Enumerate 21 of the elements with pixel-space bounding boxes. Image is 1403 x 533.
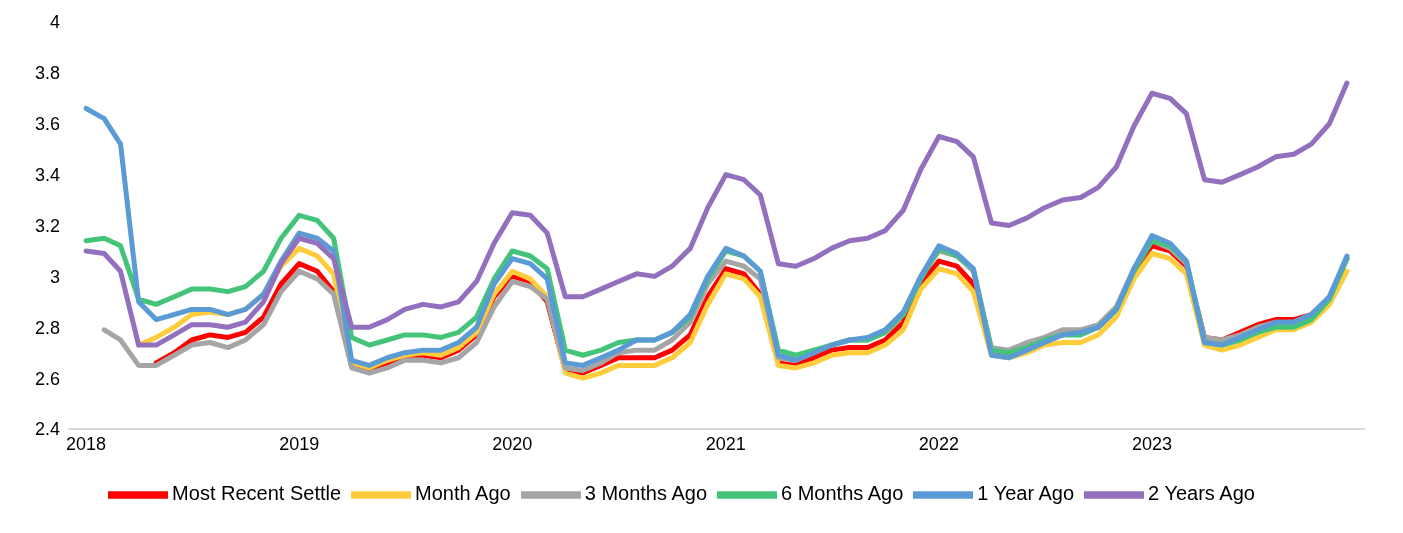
x-tick-label: 2021: [705, 433, 746, 454]
x-tick-label: 2022: [918, 433, 959, 454]
y-tick-label: 2.6: [34, 368, 60, 389]
legend-label: 6 Months Ago: [781, 482, 904, 505]
legend-label: 2 Years Ago: [1148, 482, 1255, 505]
y-tick-label: 3.8: [34, 63, 60, 84]
x-tick-label: 2020: [492, 433, 533, 454]
legend-label: Month Ago: [415, 482, 511, 505]
x-tick-label: 2018: [66, 433, 107, 454]
x-tick-label: 2023: [1131, 433, 1172, 454]
y-tick-label: 3.4: [34, 165, 60, 186]
y-tick-label: 2.8: [34, 317, 60, 338]
y-tick-label: 4: [49, 12, 60, 33]
y-tick-label: 3: [49, 266, 60, 287]
y-tick-label: 2.4: [34, 419, 60, 440]
legend-label: 1 Year Ago: [977, 482, 1075, 505]
y-tick-label: 3.2: [34, 215, 60, 236]
x-tick-label: 2019: [279, 433, 320, 454]
legend-label: 3 Months Ago: [584, 482, 708, 505]
y-tick-label: 3.6: [34, 114, 60, 135]
legend-label: Most Recent Settle: [172, 482, 342, 505]
